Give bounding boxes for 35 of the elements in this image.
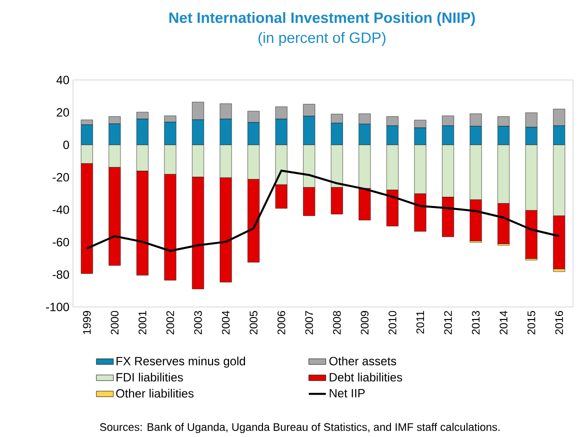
chart-subtitle: (in percent of GDP) xyxy=(258,32,386,46)
legend-label: FDI liabilities xyxy=(116,372,183,382)
x-tick-label: 2005 xyxy=(250,310,258,334)
legend-label: Net IIP xyxy=(330,389,365,398)
x-tick-label: 2007 xyxy=(305,311,313,334)
x-tick-label: 2002 xyxy=(166,311,174,334)
x-tick-label: 2003 xyxy=(194,310,202,334)
legend-label: Other assets xyxy=(329,356,396,366)
x-tick-label: 2008 xyxy=(333,310,341,334)
y-tick-label: 20 xyxy=(56,108,70,117)
legend-label: Other liabilities xyxy=(116,388,194,398)
x-tick-label: 2010 xyxy=(388,310,396,334)
legend-label: Debt liabilities xyxy=(330,372,402,382)
x-tick-label: 2009 xyxy=(360,311,369,334)
y-tick-label: 0 xyxy=(63,140,70,150)
source-note: Sources: Bank of Uganda, Uganda Bureau of Statistics, and IMF staff calculations. xyxy=(100,422,500,434)
y-tick-label: -80 xyxy=(52,270,70,279)
x-tick-label: 1999 xyxy=(83,311,91,334)
y-tick-label: -100 xyxy=(46,302,70,312)
x-tick-label: 2014 xyxy=(500,310,508,334)
x-tick-label: 2012 xyxy=(444,311,452,334)
x-tick-label: 2001 xyxy=(138,311,146,334)
x-tick-label: 2016 xyxy=(555,310,563,334)
y-tick-label: -20 xyxy=(52,173,70,182)
x-tick-label: 2000 xyxy=(110,310,119,334)
y-tick-label: -60 xyxy=(52,238,70,246)
y-tick-label: 40 xyxy=(56,76,70,84)
x-tick-label: 2004 xyxy=(222,310,230,334)
x-tick-label: 2013 xyxy=(472,310,480,334)
chart-title: Net International Investment Position (NIIP) xyxy=(169,12,475,26)
y-tick-label: -40 xyxy=(52,205,70,214)
legend-label: FX Reserves minus gold xyxy=(116,356,246,368)
x-tick-label: 2015 xyxy=(527,310,536,334)
x-tick-label: 2011 xyxy=(416,311,424,334)
x-tick-label: 2006 xyxy=(277,310,286,334)
